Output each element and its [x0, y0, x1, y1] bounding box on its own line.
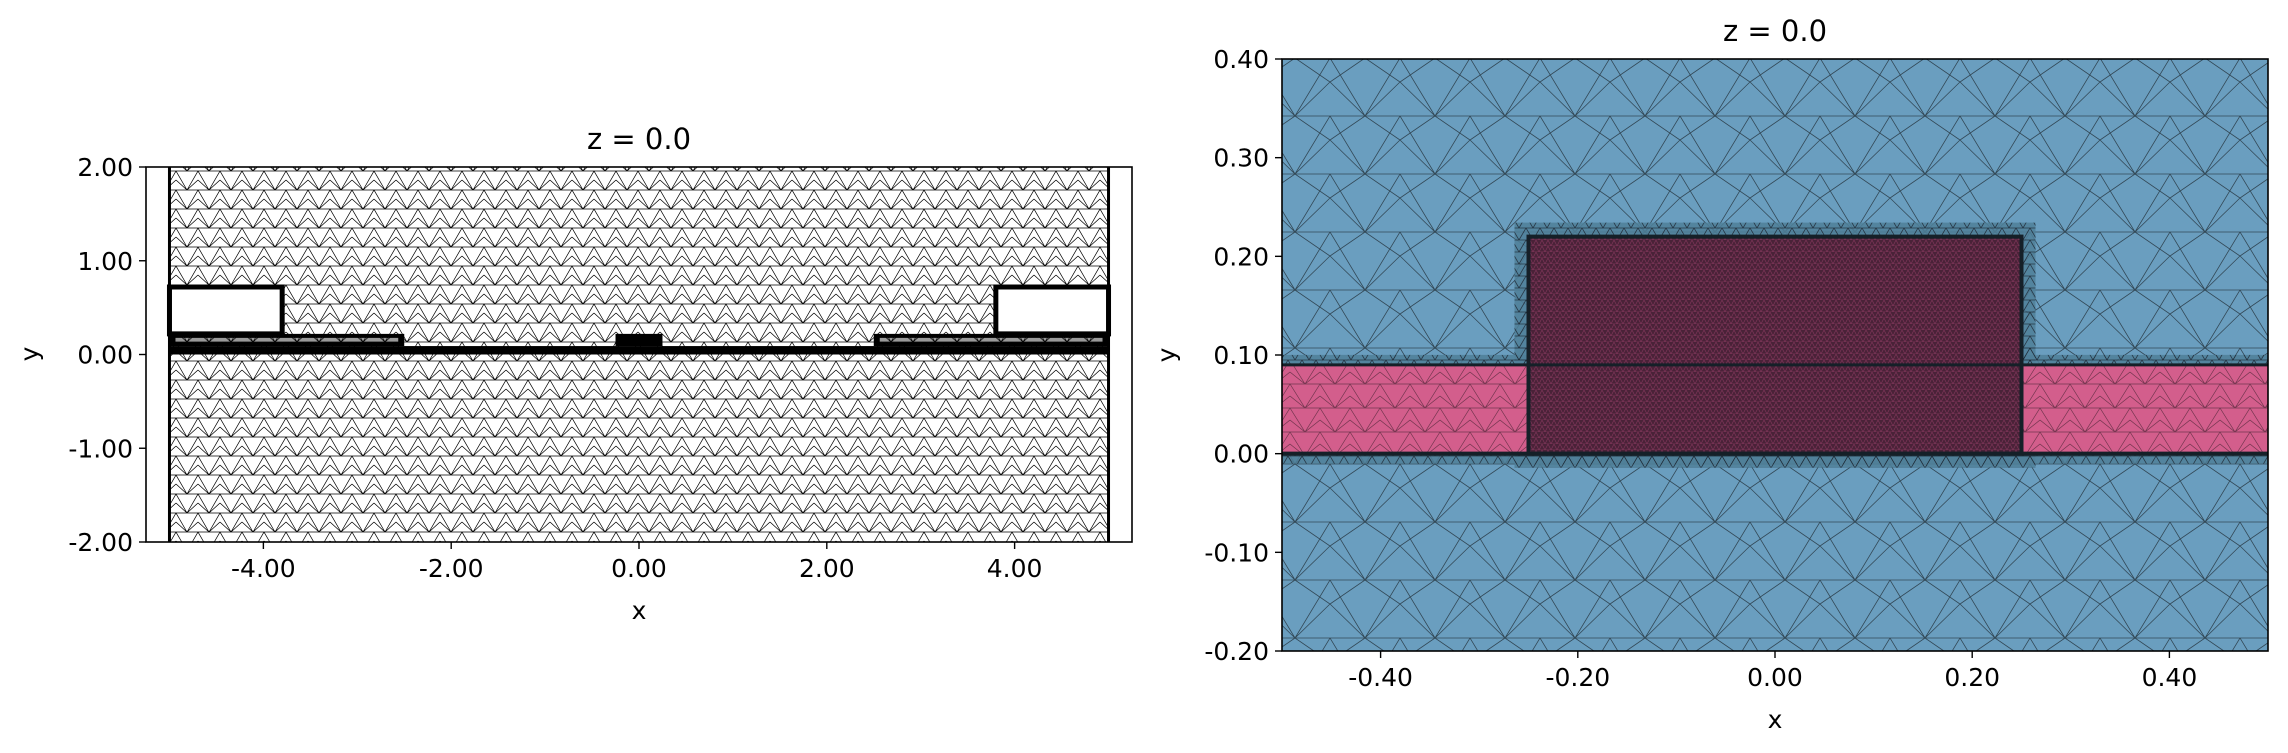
- left-x-tick-label: 4.00: [987, 554, 1043, 583]
- left-y-axis-label: y: [15, 346, 44, 361]
- left-step-inner-mesh: [879, 337, 1103, 343]
- right-y-tick-label: 0.30: [1213, 144, 1269, 173]
- right-y-tick-label: -0.10: [1204, 538, 1269, 567]
- left-x-axis-label: x: [632, 596, 647, 625]
- right-y-tick-label: -0.20: [1204, 637, 1269, 666]
- right-region-core: [1526, 234, 2024, 456]
- right-y-tick-label: 0.40: [1213, 45, 1269, 74]
- left-region-left-block: [166, 284, 285, 337]
- left-region-slab: [169, 346, 1109, 355]
- right-y-axis-label: y: [1152, 347, 1181, 362]
- left-mesh-plot: -4.00 -2.00 0.00 2.00 4.00 -2.00 -1.00 0.00 1.0…: [15, 122, 1133, 625]
- left-x-tick-label: -4.00: [231, 554, 296, 583]
- right-y-tick-label: 0.00: [1213, 440, 1269, 469]
- left-y-tick-label: -1.00: [68, 434, 133, 463]
- right-x-tick-label: -0.20: [1545, 663, 1610, 692]
- right-x-ticks: -0.40 -0.20 0.00 0.20 0.40: [1348, 651, 2197, 692]
- left-x-ticks: -4.00 -2.00 0.00 2.00 4.00: [231, 542, 1042, 583]
- left-region-right-block: [993, 284, 1112, 337]
- right-x-tick-label: 0.00: [1747, 663, 1803, 692]
- right-y-tick-label: 0.10: [1213, 341, 1269, 370]
- right-x-tick-label: 0.20: [1944, 663, 2000, 692]
- right-mesh-area: [1282, 59, 2268, 651]
- right-x-tick-label: 0.40: [2142, 663, 2198, 692]
- left-y-tick-label: 1.00: [77, 247, 133, 276]
- left-y-tick-label: 0.00: [77, 341, 133, 370]
- left-y-tick-label: 2.00: [77, 153, 133, 182]
- right-plot-title: z = 0.0: [1723, 14, 1827, 48]
- right-x-tick-label: -0.40: [1348, 663, 1413, 692]
- left-y-tick-label: -2.00: [68, 528, 133, 557]
- left-step-inner-mesh: [175, 337, 399, 343]
- left-mesh-area: [166, 167, 1112, 542]
- right-mesh-plot: -0.40 -0.20 0.00 0.20 0.40 -0.20 -0.10 0.00 0.1…: [1152, 14, 2269, 734]
- left-x-tick-label: 0.00: [611, 554, 667, 583]
- right-x-axis-label: x: [1768, 705, 1783, 734]
- right-y-ticks: -0.20 -0.10 0.00 0.10 0.20 0.30 0.40: [1204, 45, 1282, 666]
- left-x-tick-label: 2.00: [799, 554, 855, 583]
- left-y-ticks: -2.00 -1.00 0.00 1.00 2.00: [68, 153, 146, 557]
- left-plot-title: z = 0.0: [587, 122, 691, 156]
- right-y-tick-label: 0.20: [1213, 242, 1269, 271]
- left-x-tick-label: -2.00: [419, 554, 484, 583]
- left-region-center-core: [615, 333, 663, 347]
